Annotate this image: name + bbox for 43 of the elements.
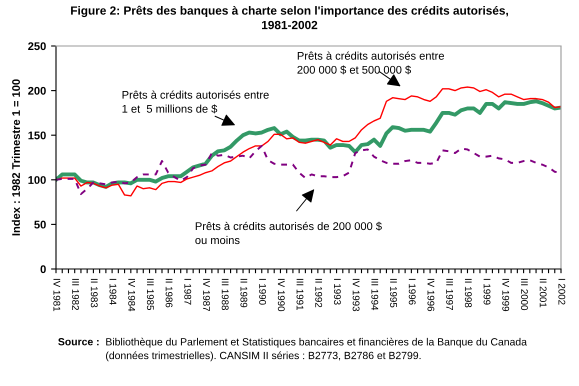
y-tick-label: 250 <box>28 42 46 50</box>
x-tick-label: I 1984 <box>110 278 116 305</box>
x-tick-label: III 1985 <box>146 278 154 310</box>
x-tick-label: IV 1990 <box>278 278 285 312</box>
y-tick-label: 100 <box>28 176 46 184</box>
x-tick-label: I 2002 <box>558 278 566 305</box>
x-tick-label: IV 1999 <box>502 278 510 312</box>
line-series <box>56 99 561 189</box>
x-tick-label: IV 1981 <box>53 278 60 312</box>
x-tick-label: IV 1984 <box>128 278 136 312</box>
x-tick-label: II 1998 <box>464 278 472 308</box>
x-tick-label: III 1997 <box>446 278 454 310</box>
x-tick-label: III 2000 <box>520 278 528 310</box>
x-tick-label: II 1989 <box>240 278 248 308</box>
x-tick-label: III 1982 <box>72 278 79 310</box>
x-tick-label: I 1990 <box>259 278 266 305</box>
x-tick-label: IV 1993 <box>352 278 360 312</box>
x-tick-label: III 1994 <box>371 278 378 310</box>
y-tick-label: 50 <box>34 220 46 229</box>
line-series <box>56 86 561 197</box>
x-tick-label: I 1996 <box>408 278 416 305</box>
x-tick-label: IV 1996 <box>427 278 434 312</box>
x-tick-label: IV 1987 <box>203 278 210 312</box>
x-tick-label: I 1993 <box>334 278 341 305</box>
x-tick-label: II 1986 <box>166 278 172 308</box>
y-tick-label: 150 <box>28 131 46 140</box>
x-tick-label: II 1992 <box>315 278 322 308</box>
text: Bibliothèque du Parlement et Statistiques bancaires et financières de la Banque du Canada (données trimestrielles). CANSIM II séries : B2773, B2786 et B2799. <box>106 338 527 362</box>
source-note: Source : <box>58 338 99 346</box>
x-tick-label: III 1988 <box>222 278 229 310</box>
x-tick-label: II 1983 <box>90 278 98 308</box>
x-tick-label: I 1987 <box>184 278 192 305</box>
x-tick-label: I 1999 <box>484 278 490 305</box>
y-tick-label: 200 <box>28 86 46 95</box>
y-axis-title: Index : 1982 Trimestre 1 = 100 <box>12 79 20 236</box>
series-label: Prêts à crédits autorisés entre 1 et 5 millions de $ <box>122 90 269 114</box>
x-tick-label: III 1991 <box>296 278 304 310</box>
y-tick-label: 0 <box>40 265 46 274</box>
series-label: Prêts à crédits autorisés entre 200 000 $ et 500 000 $ <box>297 51 444 74</box>
chart-title: Figure 2: Prêts des banques à charte selon l'importance des crédits autorisés, 1981-2002 <box>71 6 508 30</box>
x-tick-label: II 2001 <box>540 278 547 308</box>
text: Prêts à crédits autorisés de 200 000 $ ou moins <box>195 222 382 244</box>
x-tick-label: II 1995 <box>390 278 397 308</box>
